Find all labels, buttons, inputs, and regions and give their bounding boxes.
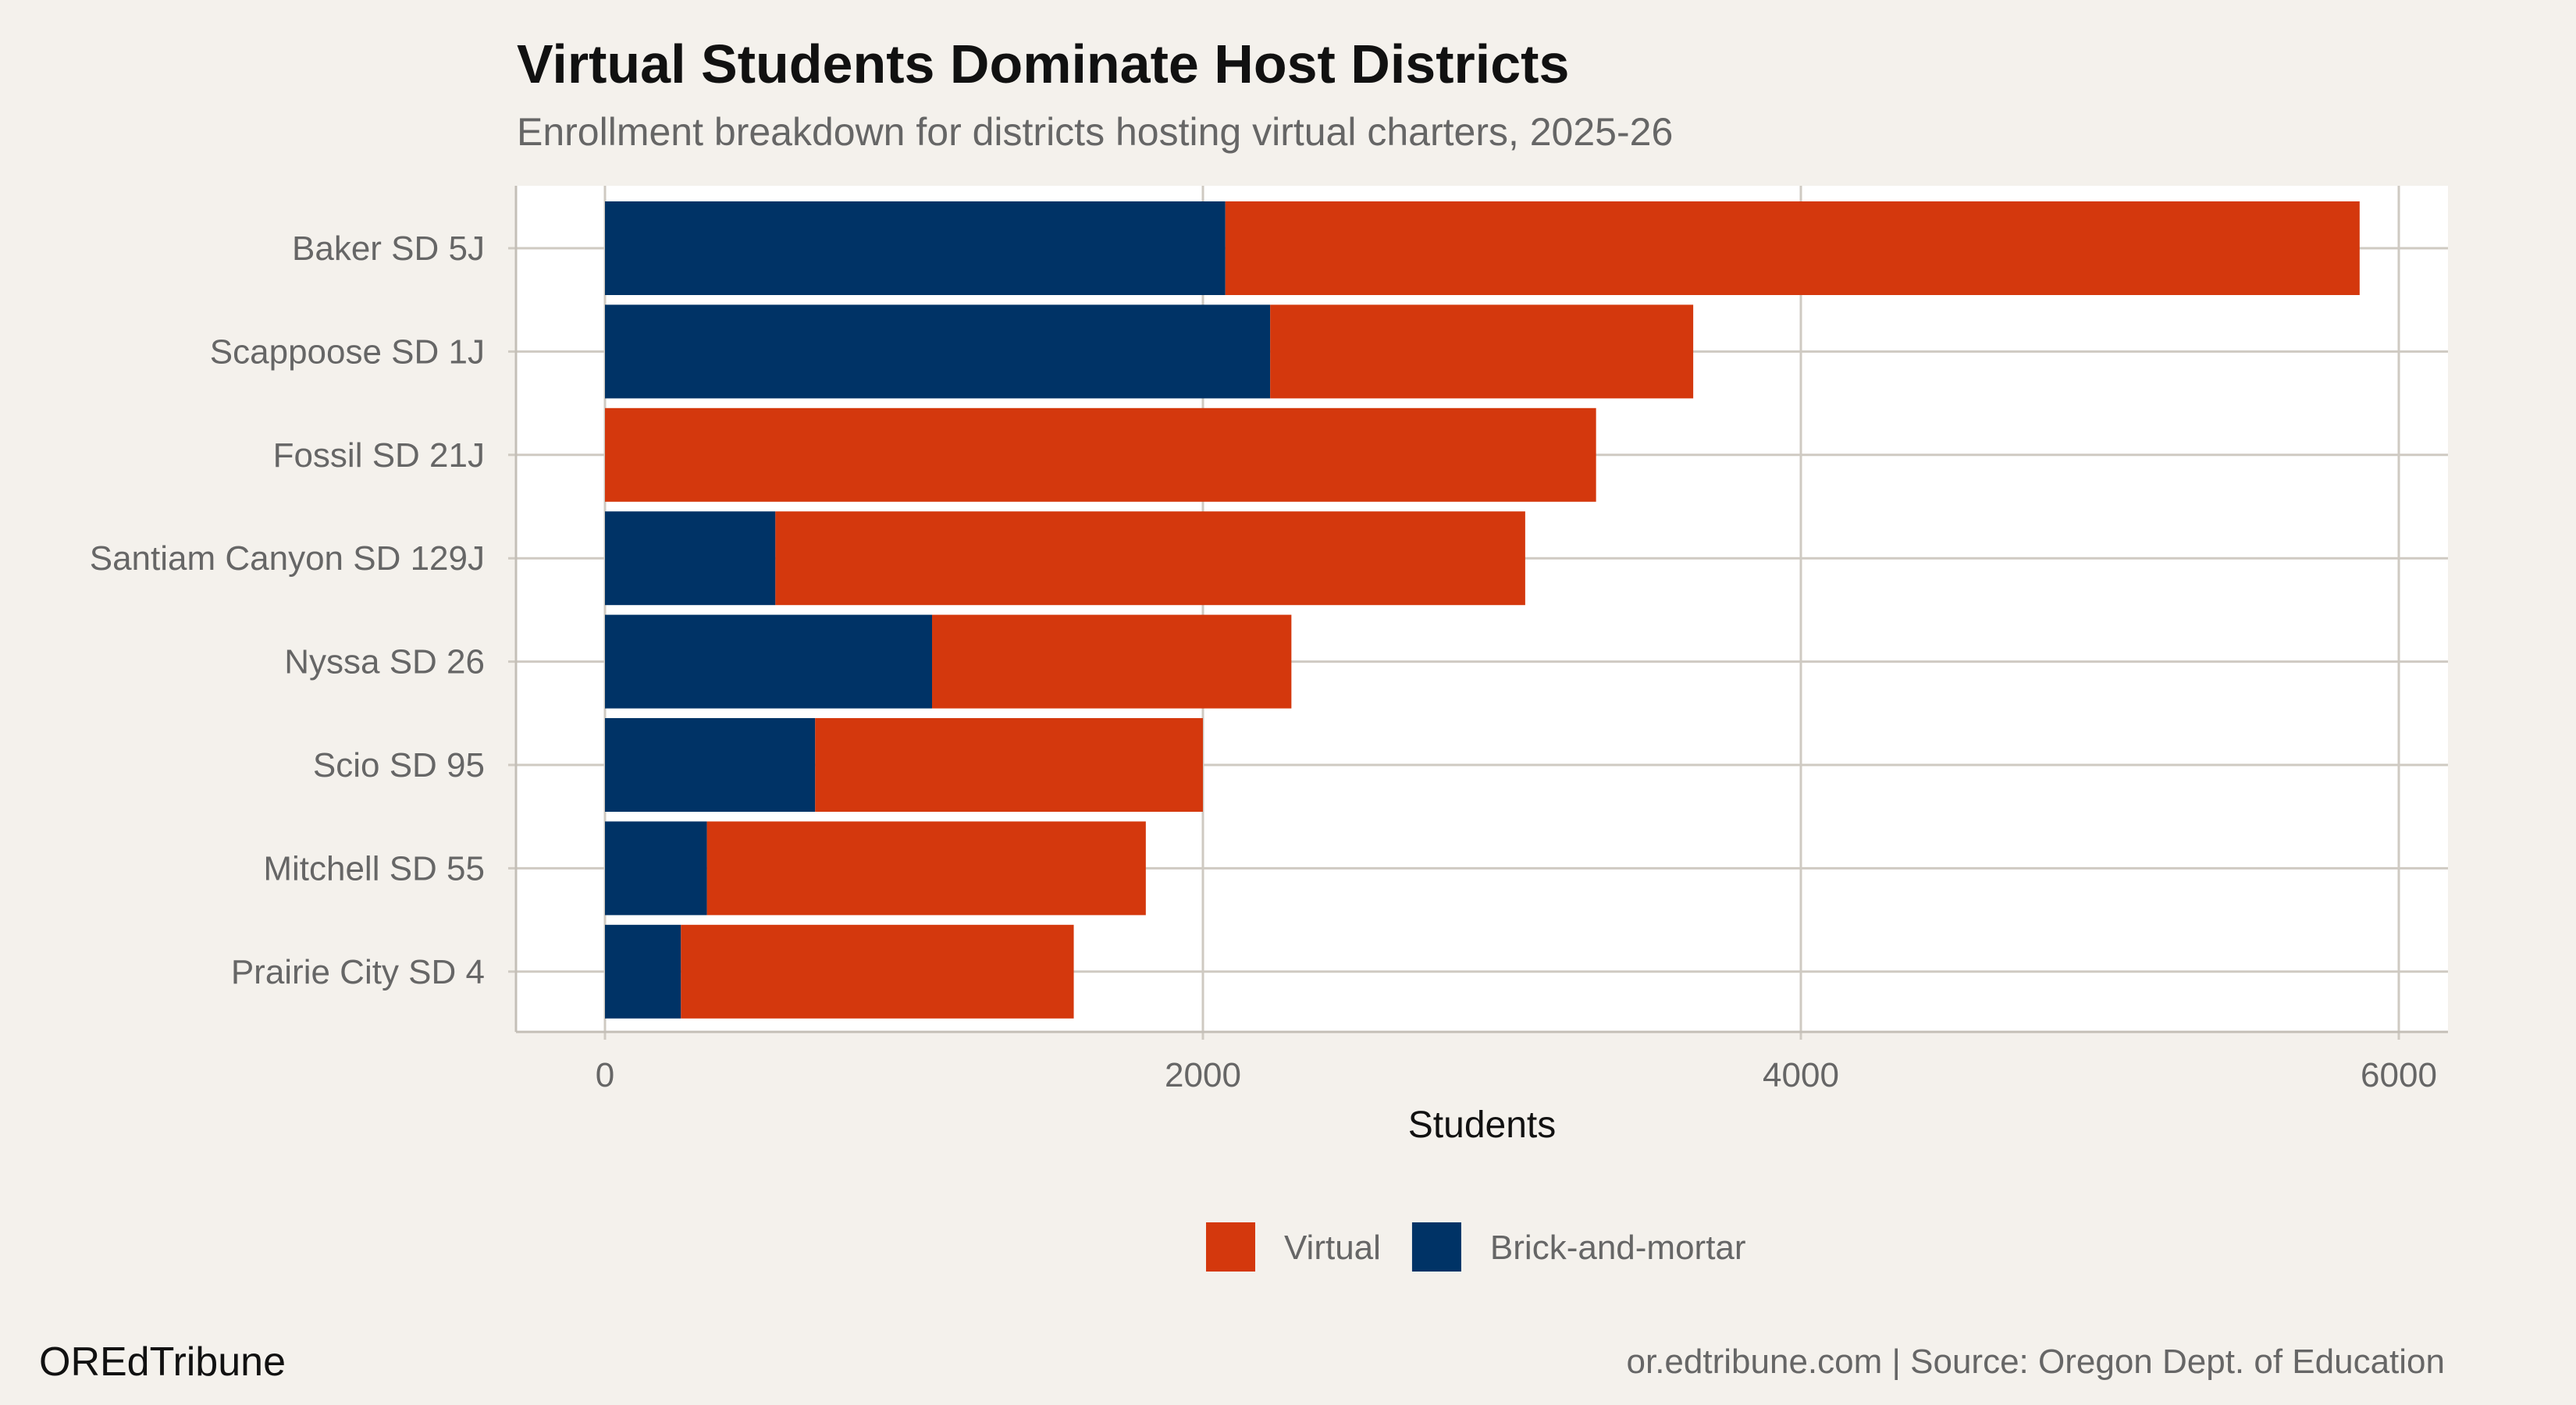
bar-virtual: [815, 718, 1203, 812]
bar-virtual: [932, 614, 1292, 709]
brand-logo-text: OREdTribune: [39, 1339, 286, 1385]
bar-brick-and-mortar: [605, 201, 1226, 295]
y-tick-label: Nyssa SD 26: [284, 643, 485, 681]
legend-swatch: [1206, 1222, 1255, 1272]
bar-virtual: [775, 511, 1525, 606]
legend-label: Virtual: [1284, 1229, 1381, 1267]
y-tick-label: Scio SD 95: [313, 746, 485, 784]
y-tick-label: Fossil SD 21J: [273, 436, 485, 475]
y-tick-label: Prairie City SD 4: [231, 953, 485, 991]
x-tick-label: 4000: [1763, 1056, 1839, 1094]
bar-brick-and-mortar: [605, 511, 776, 606]
chart-title: Virtual Students Dominate Host Districts: [517, 34, 1570, 94]
legend-swatch: [1411, 1222, 1461, 1272]
bar-virtual: [1225, 201, 2360, 295]
bar-brick-and-mortar: [605, 821, 707, 916]
bar-brick-and-mortar: [605, 718, 816, 812]
x-tick-label: 2000: [1165, 1056, 1241, 1094]
source-caption: or.edtribune.com | Source: Oregon Dept. …: [1626, 1343, 2445, 1381]
bar-brick-and-mortar: [605, 924, 681, 1019]
x-axis-title: Students: [1408, 1104, 1556, 1146]
y-tick-label: Scappoose SD 1J: [210, 333, 485, 371]
bar-brick-and-mortar: [605, 614, 933, 709]
bar-virtual: [681, 924, 1074, 1019]
chart-subtitle: Enrollment breakdown for districts hosti…: [517, 110, 1674, 154]
bar-virtual: [706, 821, 1146, 916]
bar-brick-and-mortar: [605, 304, 1271, 399]
y-tick-label: Santiam Canyon SD 129J: [90, 539, 485, 578]
legend-label: Brick-and-mortar: [1490, 1229, 1746, 1267]
bar-virtual: [605, 407, 1596, 502]
y-tick-label: Mitchell SD 55: [263, 849, 485, 887]
bar-virtual: [1270, 304, 1694, 399]
y-tick-label: Baker SD 5J: [292, 229, 485, 268]
x-tick-label: 0: [596, 1056, 614, 1094]
x-tick-label: 6000: [2361, 1056, 2437, 1094]
